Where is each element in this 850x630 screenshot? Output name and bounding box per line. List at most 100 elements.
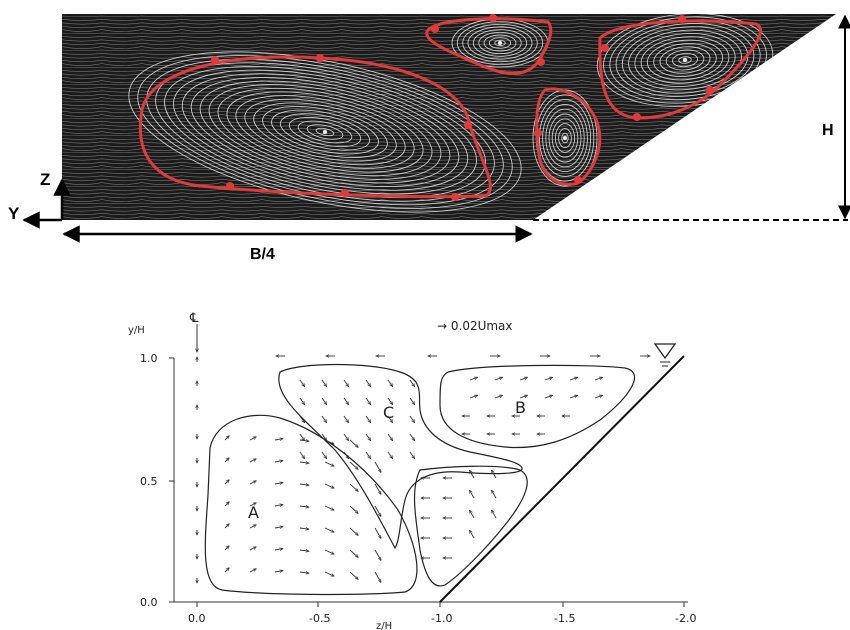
velocity-vector <box>349 505 358 513</box>
velocity-vector <box>349 439 358 447</box>
velocity-vector <box>274 571 283 572</box>
velocity-vector <box>374 461 381 472</box>
vortex-streamline <box>128 51 522 213</box>
vortex-streamline <box>462 23 538 63</box>
velocity-vector <box>299 433 305 441</box>
velocity-vector <box>299 451 305 459</box>
velocity-vector <box>387 379 393 387</box>
velocity-vector <box>274 527 283 528</box>
velocity-vector <box>321 379 327 387</box>
vortex-streamline <box>558 127 572 149</box>
region-c-label: C <box>383 403 394 422</box>
x-tick-label: 0.0 <box>188 612 206 625</box>
cell-direction-marker <box>226 182 234 190</box>
velocity-vector <box>387 451 393 459</box>
background-streamline <box>62 25 836 29</box>
velocity-vector <box>324 461 334 466</box>
velocity-vector <box>224 436 229 441</box>
cell-direction-marker <box>706 86 714 94</box>
cell-direction-marker <box>341 189 349 197</box>
vortex-streamline <box>208 84 442 180</box>
vortex-streamline <box>634 32 736 88</box>
vortex-streamline <box>456 21 544 65</box>
velocity-vector <box>224 524 229 529</box>
region-c-outline <box>278 363 523 550</box>
velocity-vector <box>544 395 553 399</box>
y-tick-label: 0.5 <box>140 475 158 488</box>
velocity-vector <box>349 527 358 535</box>
velocity-vector <box>409 451 415 459</box>
cell-direction-marker <box>534 129 542 137</box>
z-axis-label: Z <box>40 170 50 189</box>
velocity-vector <box>594 395 603 399</box>
cell-direction-marker <box>489 14 497 22</box>
secondary-cell-outlines <box>138 14 763 201</box>
region-lower-outline <box>413 465 528 587</box>
velocity-vector <box>374 549 381 560</box>
velocity-vector <box>224 480 229 485</box>
cell-direction-marker <box>211 56 219 64</box>
vortex-streamline <box>554 123 576 153</box>
vortex-streamline <box>288 117 362 147</box>
velocity-vector <box>569 377 578 381</box>
velocity-vector <box>299 415 305 423</box>
vortex-streamline <box>199 80 451 184</box>
vortex-streamline <box>671 52 699 68</box>
velocity-vector <box>343 379 349 387</box>
velocity-vector <box>365 415 371 423</box>
velocity-vector <box>492 490 497 499</box>
sloped-sidewall <box>439 355 685 603</box>
vortex-streamline <box>279 113 371 151</box>
velocity-vector <box>299 379 305 387</box>
velocity-vector <box>349 483 358 491</box>
velocity-vector <box>274 483 283 484</box>
velocity-vector <box>470 530 475 539</box>
velocity-vector <box>249 525 256 529</box>
velocity-vector <box>374 571 381 582</box>
velocity-vector <box>492 470 497 479</box>
background-streamline <box>62 63 836 66</box>
vortex-streamline <box>244 98 406 166</box>
velocity-vector <box>470 490 475 499</box>
width-label: B/4 <box>250 246 275 263</box>
velocity-vector <box>324 571 334 576</box>
region-b-outline <box>439 364 636 449</box>
velocity-vector <box>249 459 256 463</box>
velocity-vector <box>349 461 358 469</box>
region-b-label: B <box>515 398 526 417</box>
velocity-vector <box>494 395 503 399</box>
vector-plot: 0.0 -0.5 -1.0 -1.5 -2.0 0.00.51.0 y/H z/H ℄ … <box>128 311 696 630</box>
background-streamline <box>62 15 836 18</box>
velocity-vector <box>299 484 309 485</box>
cell-direction-marker <box>451 193 459 201</box>
velocity-vector <box>299 397 305 405</box>
velocity-vector <box>274 461 283 462</box>
velocity-vector <box>299 462 309 463</box>
velocity-vector <box>224 458 229 463</box>
velocity-vector <box>321 397 327 405</box>
velocity-vector <box>469 377 478 381</box>
cell-direction-marker <box>633 113 641 121</box>
vortex-streamline <box>488 37 512 49</box>
vortex-streamline <box>640 36 730 84</box>
vortex-streamline <box>467 26 533 60</box>
secondary-cell-outline <box>138 55 492 199</box>
cell-direction-marker <box>431 25 439 33</box>
velocity-vector <box>374 527 381 538</box>
velocity-vector <box>387 415 393 423</box>
background-streamline <box>62 46 836 49</box>
velocity-vector <box>365 451 371 459</box>
velocity-vector <box>343 415 349 423</box>
vortex-streamline <box>548 113 582 163</box>
velocity-vector <box>343 433 349 441</box>
velocity-vector <box>409 379 415 387</box>
background-streamline <box>62 76 836 80</box>
y-tick-label: 0.0 <box>140 596 158 609</box>
vortex-streamline <box>226 91 424 173</box>
vortex-streamline <box>665 49 705 71</box>
vortex-streamline <box>217 87 433 177</box>
velocity-vector <box>365 433 371 441</box>
velocity-vector <box>492 510 497 519</box>
background-streamline <box>62 39 836 42</box>
